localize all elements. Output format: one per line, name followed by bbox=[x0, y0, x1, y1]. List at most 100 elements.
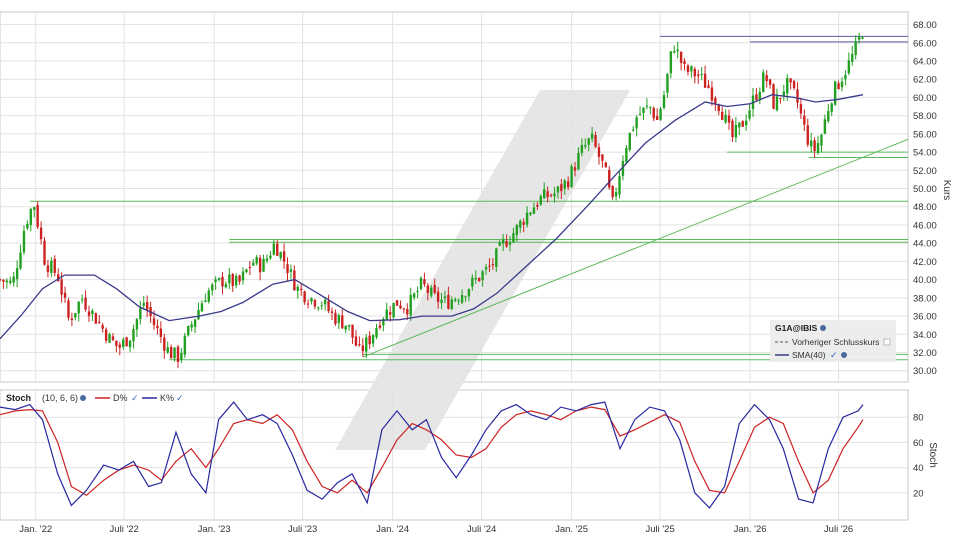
candle-body bbox=[683, 61, 686, 64]
candle bbox=[816, 135, 820, 155]
stoch-settings-icon[interactable] bbox=[80, 395, 86, 401]
candle bbox=[573, 161, 577, 177]
candle-body bbox=[108, 334, 111, 343]
candle-body bbox=[830, 103, 833, 112]
candle-body bbox=[563, 180, 566, 189]
price-y-tick-label: 58.00 bbox=[913, 111, 937, 122]
candle bbox=[9, 276, 12, 285]
candle bbox=[847, 52, 851, 76]
candle bbox=[190, 321, 193, 332]
stoch-y-tick-label: 80 bbox=[913, 413, 924, 424]
candle bbox=[115, 340, 118, 353]
candle bbox=[851, 45, 854, 66]
candle bbox=[169, 344, 173, 359]
candle bbox=[91, 308, 94, 321]
candle bbox=[214, 276, 217, 290]
sma-legend-check[interactable]: ✓ bbox=[830, 350, 838, 360]
price-y-tick-labels: 68.00 66.00 64.00 62.00 60.00 58.00 56.00 54.00… bbox=[913, 20, 937, 377]
candle-body bbox=[330, 311, 334, 313]
price-y-tick-label: 46.00 bbox=[913, 220, 937, 231]
candle bbox=[642, 107, 645, 121]
candle-body bbox=[827, 110, 830, 122]
stoch-legend-check-d[interactable]: ✓ bbox=[131, 393, 139, 403]
candle-body bbox=[193, 319, 197, 327]
candle-body bbox=[628, 132, 631, 151]
candle-body bbox=[635, 117, 638, 129]
candle bbox=[450, 296, 453, 311]
candle bbox=[782, 84, 786, 101]
x-tick-label: Jan. '23 bbox=[198, 524, 231, 535]
candle-body bbox=[234, 275, 238, 286]
candle-body bbox=[837, 83, 840, 90]
candle bbox=[358, 336, 361, 347]
candle-body bbox=[166, 347, 169, 353]
candle bbox=[0, 278, 2, 282]
candle bbox=[228, 268, 231, 290]
candle bbox=[159, 321, 163, 343]
candle-body bbox=[406, 308, 409, 315]
price-y-tick-label: 66.00 bbox=[913, 38, 937, 49]
sma-legend-settings-icon[interactable] bbox=[841, 352, 847, 358]
candle-body bbox=[577, 152, 580, 170]
candle-body bbox=[454, 299, 457, 301]
x-tick-label: Jan. '25 bbox=[555, 524, 588, 535]
candle-body bbox=[173, 347, 176, 359]
candle bbox=[703, 65, 707, 88]
candle bbox=[241, 267, 245, 285]
candle-body bbox=[111, 336, 115, 341]
candle-body bbox=[597, 147, 601, 157]
candle-body bbox=[833, 81, 837, 105]
candle bbox=[813, 137, 816, 158]
candle bbox=[101, 322, 104, 333]
candle-body bbox=[686, 65, 690, 73]
candle bbox=[337, 313, 341, 329]
candle bbox=[669, 51, 673, 79]
candle bbox=[327, 294, 330, 314]
candle bbox=[529, 211, 532, 217]
candle-body bbox=[402, 308, 406, 310]
candle bbox=[519, 219, 522, 233]
candle bbox=[440, 292, 443, 310]
candle bbox=[382, 317, 385, 332]
price-y-tick-label: 68.00 bbox=[913, 20, 937, 31]
candle bbox=[276, 239, 279, 256]
candle-body bbox=[135, 319, 139, 330]
candle bbox=[447, 286, 450, 310]
candle bbox=[299, 283, 303, 296]
candle-body bbox=[587, 138, 590, 145]
candle bbox=[614, 187, 618, 201]
candle-body bbox=[601, 154, 604, 161]
candle bbox=[26, 220, 29, 231]
candle-body bbox=[145, 301, 149, 310]
candle-body bbox=[176, 346, 180, 362]
candle-body bbox=[768, 79, 772, 85]
candle bbox=[577, 147, 580, 171]
price-legend-settings-icon[interactable] bbox=[820, 325, 826, 331]
candle bbox=[597, 143, 601, 165]
prev-close-label: Vorheriger Schlusskurs bbox=[792, 337, 879, 347]
candle-body bbox=[816, 142, 820, 153]
candle-body bbox=[262, 258, 265, 272]
candle-body bbox=[80, 299, 84, 301]
stoch-params: (10, 6, 6) bbox=[42, 393, 78, 403]
candle bbox=[861, 35, 864, 40]
prev-close-checkbox[interactable] bbox=[883, 338, 891, 346]
candle bbox=[477, 277, 481, 283]
candle bbox=[46, 259, 50, 278]
candle-body bbox=[211, 284, 214, 291]
candle-body bbox=[197, 309, 200, 320]
candle bbox=[789, 78, 792, 90]
candle bbox=[139, 300, 142, 325]
candle bbox=[857, 32, 861, 44]
stoch-legend-check-k[interactable]: ✓ bbox=[176, 393, 184, 403]
x-tick-label: Jan. '24 bbox=[376, 524, 409, 535]
candle-body bbox=[221, 276, 224, 287]
stoch-legend-label-k: K% bbox=[160, 393, 174, 403]
candle-body bbox=[395, 300, 399, 306]
candle-body bbox=[649, 107, 652, 109]
candle-body bbox=[570, 166, 573, 187]
candle-body bbox=[734, 124, 738, 138]
candle bbox=[200, 300, 204, 312]
candle-body bbox=[46, 265, 50, 272]
candle-body bbox=[317, 307, 320, 309]
